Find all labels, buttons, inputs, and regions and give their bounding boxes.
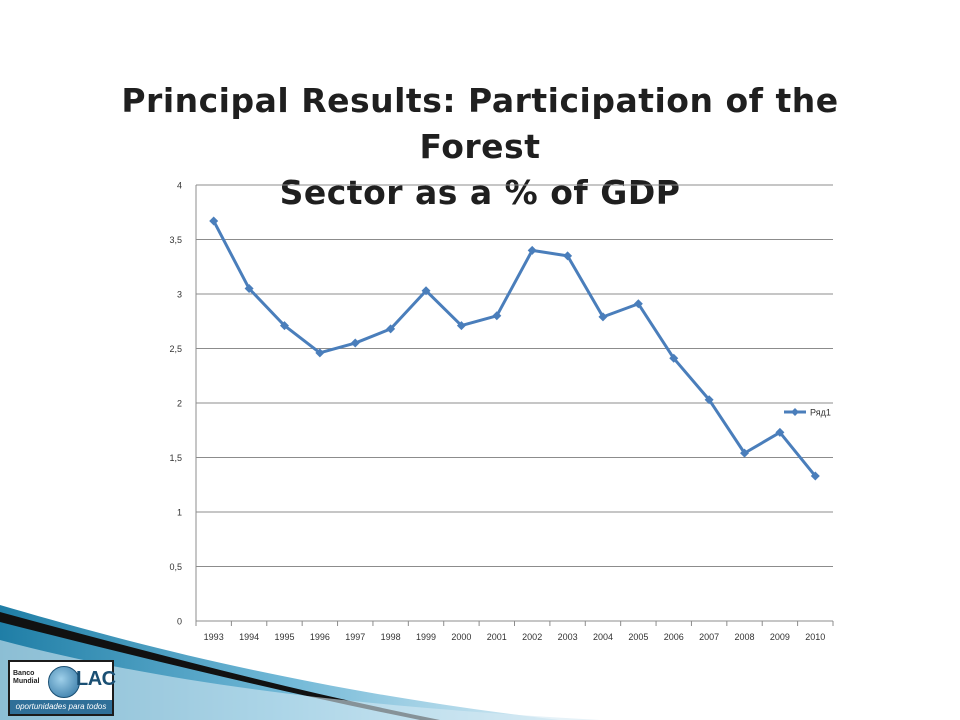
y-tick-label: 3,5 — [169, 235, 182, 245]
x-tick-label: 2004 — [593, 632, 613, 642]
x-tick-label: 2009 — [770, 632, 790, 642]
data-point-marker — [350, 338, 360, 348]
y-tick-label: 3 — [177, 290, 182, 300]
y-tick-label: 1 — [177, 508, 182, 518]
data-point-marker — [386, 324, 396, 334]
data-point-marker — [563, 251, 573, 261]
data-point-marker — [810, 471, 820, 481]
x-tick-label: 1996 — [310, 632, 330, 642]
legend-label: Ряд1 — [810, 408, 831, 418]
data-point-marker — [315, 348, 325, 358]
x-tick-label: 2001 — [487, 632, 507, 642]
slide-title-line-1: Principal Results: Participation of the … — [121, 81, 839, 166]
y-tick-label: 4 — [177, 181, 182, 191]
data-point-marker — [279, 321, 289, 331]
series-line — [212, 220, 817, 477]
data-point-marker — [492, 311, 502, 321]
x-tick-label: 2008 — [735, 632, 755, 642]
x-tick-label: 1998 — [381, 632, 401, 642]
x-tick-label: 2003 — [558, 632, 578, 642]
globe-icon — [48, 666, 80, 698]
y-tick-label: 1,5 — [169, 453, 182, 463]
logo-region: LAC — [76, 668, 116, 690]
logo-tagline: oportunidades para todos — [10, 700, 112, 714]
y-tick-label: 0 — [177, 617, 182, 627]
x-tick-label: 1999 — [416, 632, 436, 642]
data-point-marker — [704, 395, 714, 405]
x-tick-label: 2000 — [451, 632, 471, 642]
y-tick-label: 2 — [177, 399, 182, 409]
slide-title-line-2: Sector as a % of GDP — [279, 173, 681, 212]
data-point-marker — [209, 216, 219, 226]
banco-mundial-lac-logo: Banco Mundial LAC oportunidades para tod… — [8, 660, 116, 716]
data-point-marker — [740, 448, 750, 458]
x-tick-label: 1994 — [239, 632, 259, 642]
y-tick-label: 2,5 — [169, 344, 182, 354]
y-tick-label: 0,5 — [169, 562, 182, 572]
data-point-marker — [598, 312, 608, 322]
data-point-marker — [633, 299, 643, 309]
x-tick-label: 2010 — [805, 632, 825, 642]
x-tick-label: 1993 — [204, 632, 224, 642]
data-point-marker — [244, 284, 254, 294]
x-tick-label: 2002 — [522, 632, 542, 642]
x-tick-label: 2005 — [628, 632, 648, 642]
legend-marker — [791, 408, 799, 416]
x-tick-label: 2006 — [664, 632, 684, 642]
x-tick-label: 2007 — [699, 632, 719, 642]
data-point-marker — [669, 353, 679, 363]
data-point-marker — [421, 286, 431, 296]
logo-bank-name: Banco Mundial — [13, 670, 40, 685]
data-point-marker — [775, 427, 785, 437]
data-point-marker — [456, 321, 466, 331]
slide-title: Principal Results: Participation of the … — [60, 78, 900, 216]
data-point-marker — [527, 245, 537, 255]
x-tick-label: 1997 — [345, 632, 365, 642]
x-tick-label: 1995 — [274, 632, 294, 642]
